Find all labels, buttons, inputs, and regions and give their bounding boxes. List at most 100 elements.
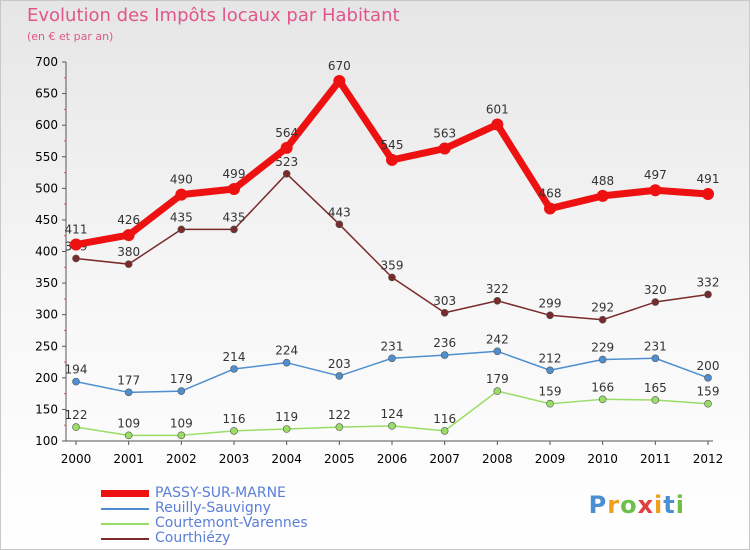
data-point xyxy=(177,387,186,395)
x-tick-label: 2006 xyxy=(377,452,408,466)
data-label: 435 xyxy=(223,210,246,224)
brand-letter: x xyxy=(637,491,655,519)
data-point xyxy=(177,431,186,440)
data-point xyxy=(282,425,291,433)
data-label: 159 xyxy=(697,385,720,399)
data-label: 124 xyxy=(381,407,404,421)
y-tick-label: 400 xyxy=(35,245,58,259)
data-label: 380 xyxy=(117,245,140,259)
legend-swatch xyxy=(101,490,149,497)
data-label: 468 xyxy=(539,187,562,201)
data-label: 443 xyxy=(328,205,351,219)
data-label: 332 xyxy=(697,275,720,289)
legend-label: Courtemont-Varennes xyxy=(155,515,308,531)
y-tick-label: 450 xyxy=(35,213,58,227)
legend-swatch xyxy=(101,537,149,540)
legend-label: Reuilly-Sauvigny xyxy=(155,500,271,516)
y-tick-label: 350 xyxy=(35,276,58,290)
y-tick-label: 700 xyxy=(35,55,58,69)
data-label: 165 xyxy=(644,381,667,395)
data-point xyxy=(335,372,344,380)
y-tick-label: 650 xyxy=(35,87,58,101)
data-point xyxy=(282,358,291,367)
brand-letter: t xyxy=(663,491,676,519)
data-label: 545 xyxy=(381,138,404,152)
data-label: 236 xyxy=(433,336,456,350)
data-point xyxy=(230,427,238,435)
brand-letter: r xyxy=(607,491,621,519)
data-point xyxy=(546,311,554,320)
brand-letter: i xyxy=(675,491,685,519)
legend-item: PASSY-SUR-MARNE xyxy=(101,486,308,501)
line-chart: 100 150 200 250 300 350 400 450 500 550 600 650 700 2… xyxy=(35,55,724,466)
data-point xyxy=(440,351,449,359)
data-label: 166 xyxy=(591,380,614,394)
data-point xyxy=(70,238,82,251)
x-tick-label: 2007 xyxy=(429,452,460,466)
data-label: 523 xyxy=(275,155,298,169)
x-tick-label: 2008 xyxy=(482,452,513,466)
y-tick-label: 600 xyxy=(35,118,58,132)
data-label: 564 xyxy=(275,126,298,140)
data-point xyxy=(282,170,291,178)
y-tick-label: 300 xyxy=(35,308,58,322)
data-label: 122 xyxy=(328,408,351,422)
legend-label: PASSY-SUR-MARNE xyxy=(155,485,286,501)
legend-label: Courthiézy xyxy=(155,530,231,546)
data-point xyxy=(177,225,186,234)
legend-item: Reuilly-Sauvigny xyxy=(101,501,308,516)
x-tick-label: 2002 xyxy=(166,452,197,466)
data-label: 109 xyxy=(117,416,140,430)
data-label: 320 xyxy=(644,283,667,297)
data-point xyxy=(651,298,660,306)
data-label: 194 xyxy=(65,363,88,377)
data-point xyxy=(228,182,240,195)
y-tick-label: 150 xyxy=(35,402,58,416)
data-point xyxy=(546,399,554,408)
data-label: 179 xyxy=(170,372,193,386)
data-point xyxy=(493,347,502,356)
data-point xyxy=(124,431,133,440)
data-point xyxy=(72,377,80,386)
data-label: 231 xyxy=(381,339,404,353)
x-tick-label: 2012 xyxy=(693,452,724,466)
brand-letter: P xyxy=(588,491,608,519)
data-point xyxy=(704,374,712,382)
chart-legend: PASSY-SUR-MARNE Reuilly-Sauvigny Courtemon… xyxy=(101,486,308,546)
data-label: 116 xyxy=(433,412,456,426)
data-label: 229 xyxy=(591,341,614,355)
data-label: 119 xyxy=(275,410,298,424)
y-tick-label: 100 xyxy=(35,434,58,448)
data-label: 177 xyxy=(117,373,140,387)
legend-swatch xyxy=(101,507,149,510)
y-tick-label: 550 xyxy=(35,150,58,164)
y-tick-label: 200 xyxy=(35,371,58,385)
data-label: 563 xyxy=(433,127,456,141)
data-point xyxy=(493,387,502,395)
data-label: 499 xyxy=(223,167,246,181)
data-label: 292 xyxy=(591,301,614,315)
data-point xyxy=(649,184,662,197)
data-label: 497 xyxy=(644,168,667,182)
data-label: 490 xyxy=(170,173,193,187)
data-point xyxy=(598,395,607,404)
data-label: 488 xyxy=(591,174,614,188)
data-point xyxy=(280,141,293,154)
data-point xyxy=(72,423,80,431)
x-tick-label: 2009 xyxy=(535,452,566,466)
brand-letter: o xyxy=(620,491,638,519)
data-point xyxy=(702,188,714,201)
data-label: 203 xyxy=(328,357,351,371)
data-point xyxy=(388,273,396,282)
data-point xyxy=(335,423,344,431)
data-point xyxy=(124,388,133,397)
y-tick-label: 250 xyxy=(35,339,58,353)
data-label: 491 xyxy=(697,172,720,186)
data-point xyxy=(388,354,396,363)
data-label: 435 xyxy=(170,210,193,224)
data-label: 670 xyxy=(328,59,351,73)
data-point xyxy=(493,296,502,305)
chart-title: Evolution des Impôts locaux par Habitant xyxy=(27,5,400,26)
legend-swatch xyxy=(101,522,149,525)
data-label: 224 xyxy=(275,344,298,358)
